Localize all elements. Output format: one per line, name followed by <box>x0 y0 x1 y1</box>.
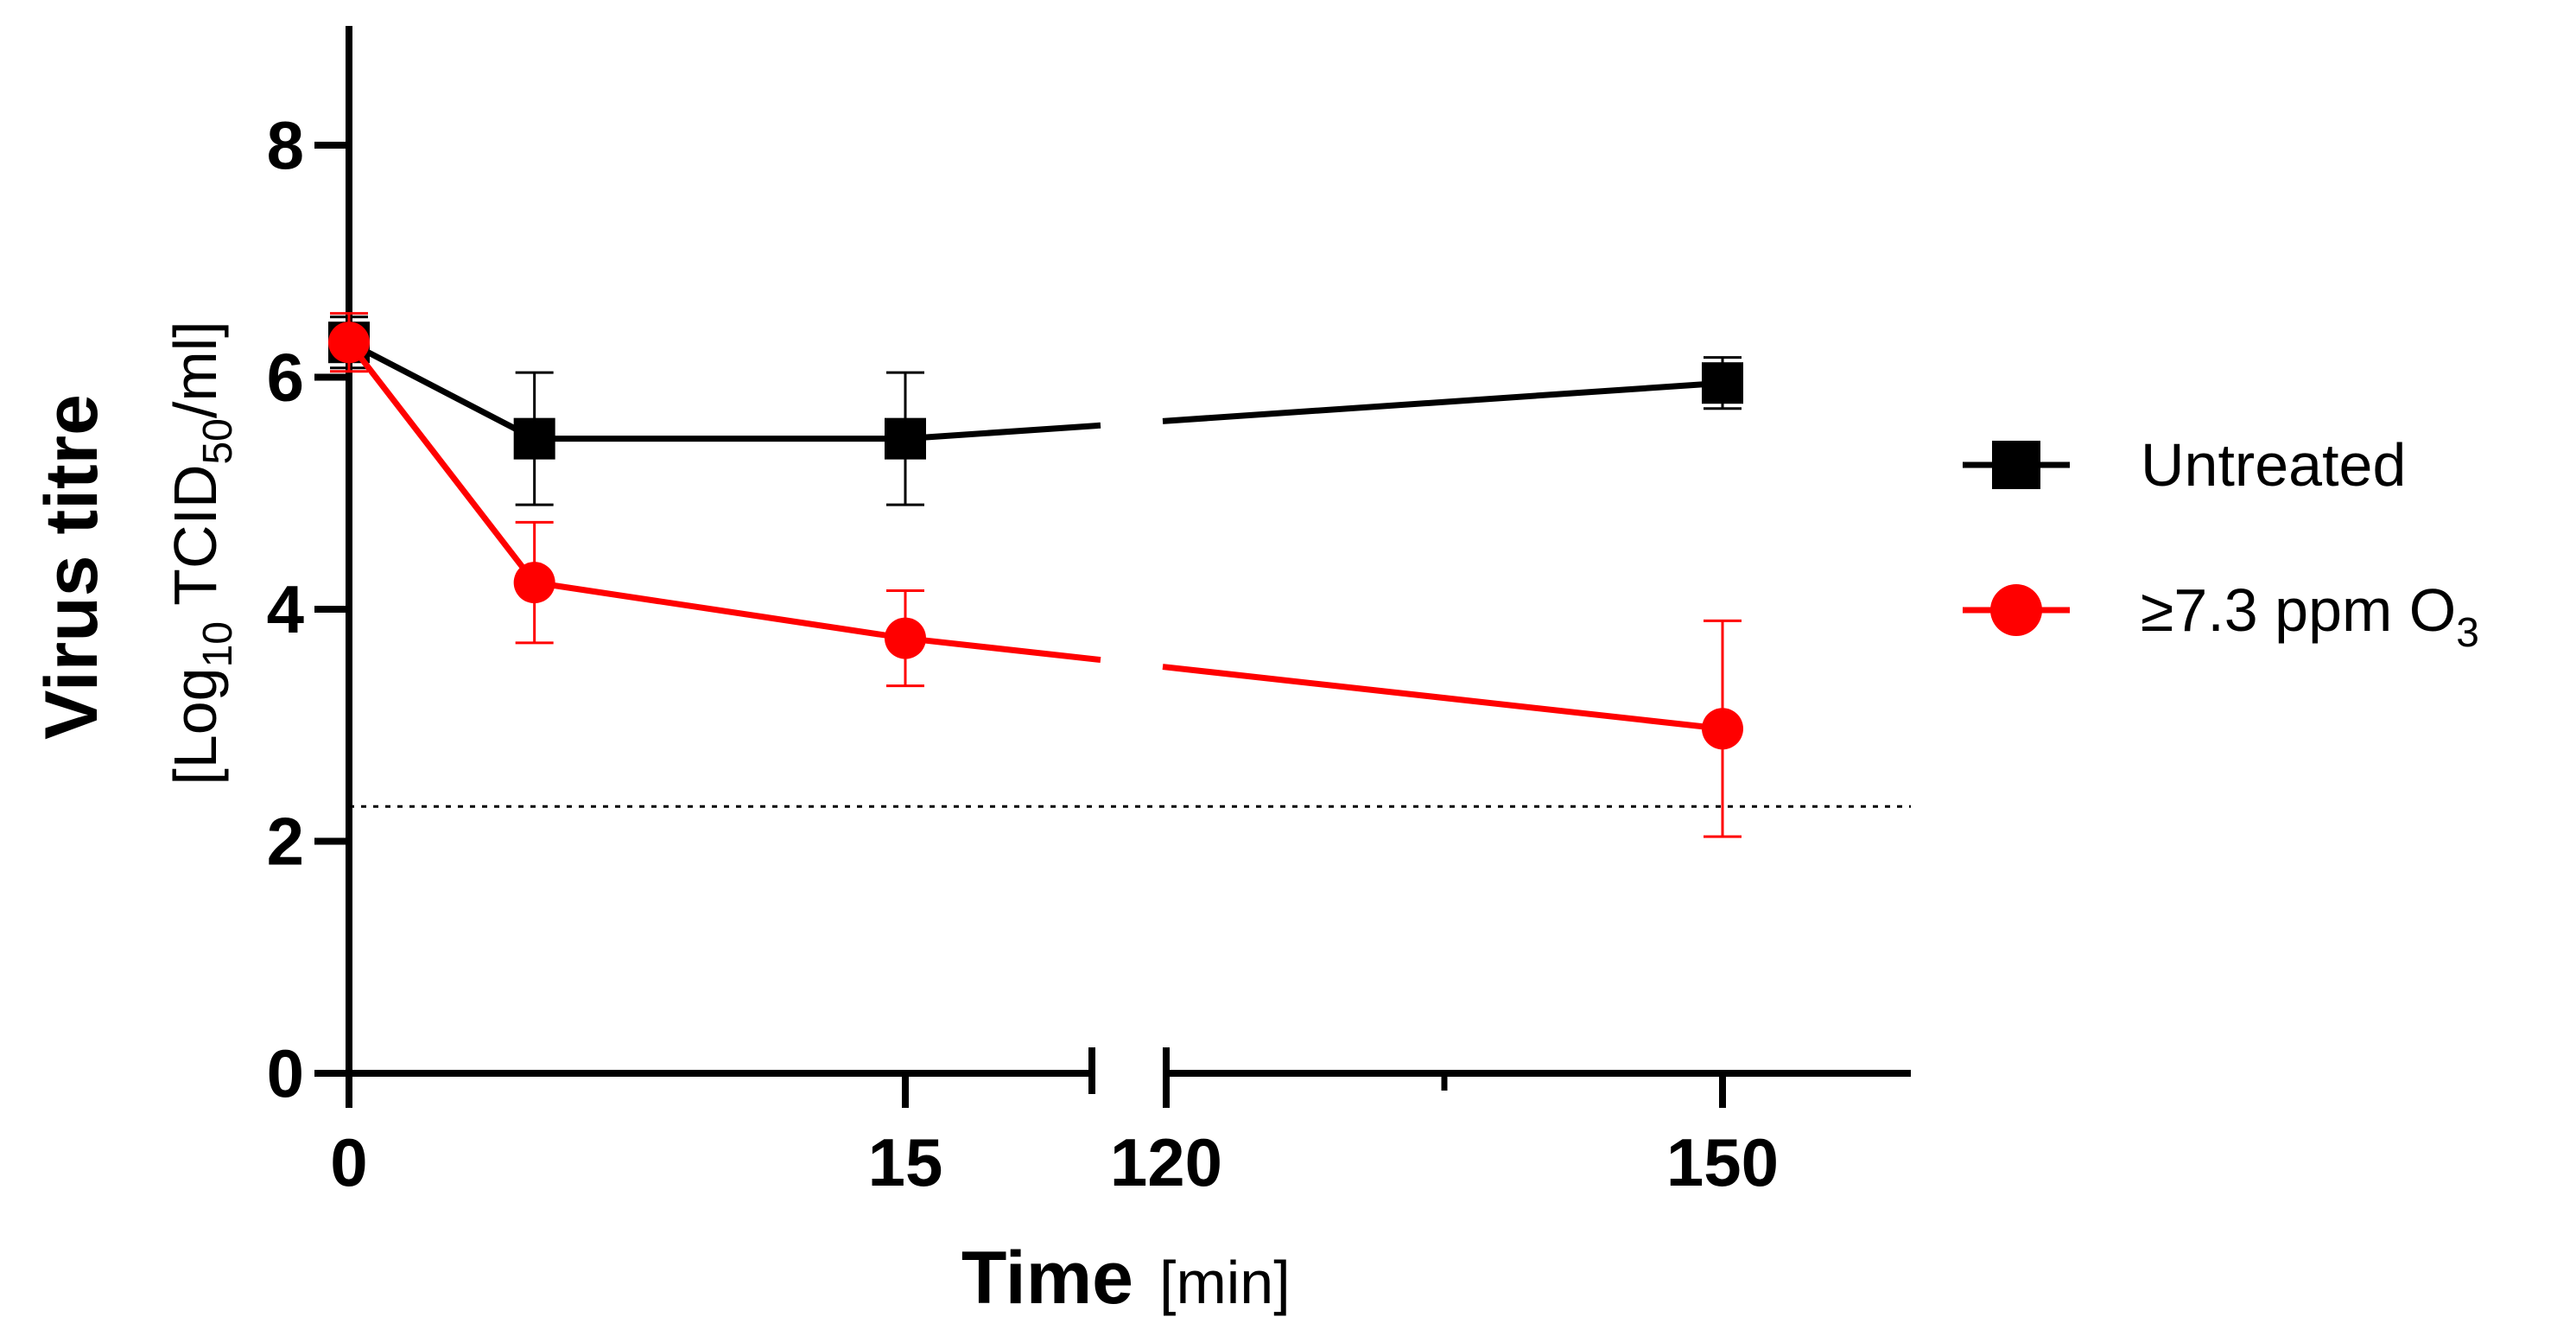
y-tick-label: 8 <box>267 107 304 183</box>
y-unit-sub1: 10 <box>195 621 241 667</box>
series-line <box>1162 664 1723 732</box>
y-tick-label: 6 <box>267 340 304 416</box>
legend-label-ozone-sub: 3 <box>2456 610 2479 656</box>
x-tick-label: 15 <box>868 1124 943 1200</box>
y-unit-prefix: [Log <box>162 667 229 785</box>
legend-label-ozone: ≥7.3 ppm O3 <box>2141 576 2479 656</box>
x-tick-label: 0 <box>330 1124 367 1200</box>
y-unit-mid: TCID <box>162 465 229 622</box>
y-unit-sub2: 50 <box>195 418 241 464</box>
data-point-circle <box>885 617 926 659</box>
data-point-circle <box>513 562 555 604</box>
data-point-circle <box>1702 708 1743 750</box>
series-line <box>346 340 537 585</box>
data-point-circle <box>328 321 370 364</box>
x-tick-label: 150 <box>1666 1124 1779 1200</box>
series-line <box>534 579 906 642</box>
legend: Untreated ≥7.3 ppm O3 <box>1963 431 2479 656</box>
legend-item-untreated: Untreated <box>1963 431 2406 499</box>
series-ozone <box>328 312 1743 838</box>
y-unit-suffix: /ml] <box>162 321 229 418</box>
series-untreated <box>328 315 1743 506</box>
data-point-square <box>885 417 926 460</box>
legend-label-untreated: Untreated <box>2141 431 2406 499</box>
y-tick-label: 4 <box>267 571 304 647</box>
series-line <box>904 422 1101 442</box>
data-point-square <box>513 417 555 460</box>
y-tick-label: 2 <box>267 804 304 880</box>
y-axis-unit: [Log10 TCID50/ml] <box>162 321 241 785</box>
x-tick-label: 120 <box>1110 1124 1222 1200</box>
y-tick-label: 0 <box>267 1035 304 1111</box>
series-line <box>904 635 1101 664</box>
series-line <box>347 340 536 442</box>
legend-marker-ozone <box>1990 584 2042 636</box>
x-axis-title: Time <box>961 1237 1133 1320</box>
axes: 0 2 4 6 8 0 15 120 150 <box>267 26 1911 1200</box>
legend-marker-untreated <box>1992 441 2040 489</box>
y-axis-title: Virus titre <box>30 394 113 740</box>
series-line <box>1162 379 1723 424</box>
data-point-square <box>1702 362 1743 404</box>
legend-item-ozone: ≥7.3 ppm O3 <box>1963 576 2479 656</box>
legend-label-ozone-main: ≥7.3 ppm O <box>2141 576 2456 644</box>
x-axis-unit: [min] <box>1159 1249 1291 1316</box>
series-group <box>328 312 1743 838</box>
